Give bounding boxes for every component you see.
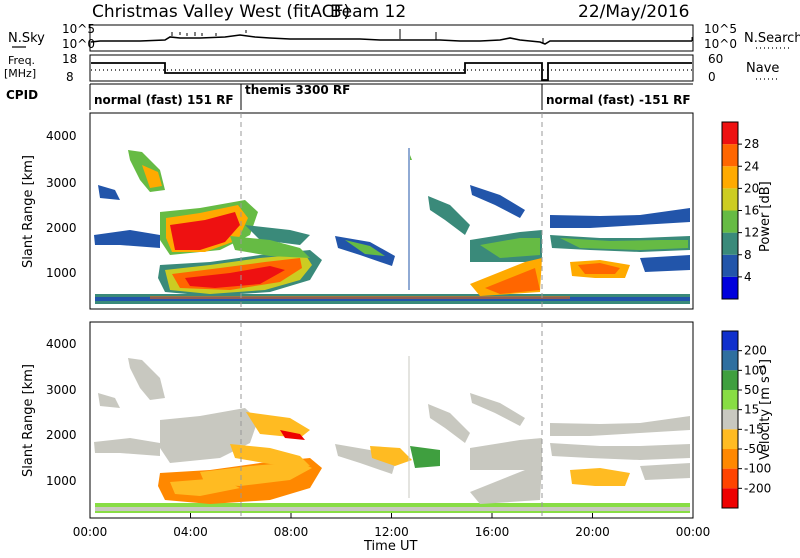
velocity-colorbar-tick-label: -50 xyxy=(744,442,764,456)
freq-ytick-bottom: 8 xyxy=(66,70,74,84)
velocity-colorbar-tick-label: 100 xyxy=(744,363,767,377)
sky-panel-frame xyxy=(89,24,694,52)
power-colorbar-tick-label: 16 xyxy=(744,204,759,218)
sky-ytick-bottom: 10^0 xyxy=(62,37,95,51)
velocity-colorbar-tick-label: 50 xyxy=(744,383,759,397)
power-yaxis: Slant Range [km] 1000 2000 3000 4000 xyxy=(21,129,77,280)
freq-label-line1: Freq. xyxy=(8,54,35,67)
velocity-colorbar-segment xyxy=(722,468,738,489)
power-colorbar-segment xyxy=(722,144,738,167)
time-axis-label: Time UT xyxy=(363,539,417,554)
power-colorbar-tick-label: 28 xyxy=(744,137,759,151)
power-colorbar-segment xyxy=(722,122,738,145)
sky-ytick-bottom-right: 10^0 xyxy=(704,37,737,51)
freq-ytick-top: 18 xyxy=(62,52,77,66)
time-axis-tick-label: 08:00 xyxy=(274,525,309,539)
velocity-colorbar-tick-label: -15 xyxy=(744,422,764,436)
power-colorbar-label: Power [dB] xyxy=(758,181,773,252)
time-axis-tick-label: 04:00 xyxy=(173,525,208,539)
velocity-ytick-4000: 4000 xyxy=(46,337,77,351)
plot-title: Christmas Valley West (fitACF) xyxy=(92,2,350,22)
nave-ytick-top: 60 xyxy=(708,52,723,66)
freq-panel-frame xyxy=(89,54,694,82)
cpid-mode-3: normal (fast) -151 RF xyxy=(546,93,691,107)
time-axis-tick-label: 20:00 xyxy=(575,525,610,539)
power-colorbar-segment xyxy=(722,276,738,299)
power-colorbar-tick-label: 8 xyxy=(744,248,752,262)
power-colorbar-tick-label: 20 xyxy=(744,181,759,195)
nsky-label: N.Sky xyxy=(8,31,45,46)
power-panel-frame xyxy=(89,112,694,310)
freq-label-line2: [MHz] xyxy=(4,67,36,80)
sky-panel: N.Sky 10^5 10^0 10^5 10^0 N.Search xyxy=(8,22,800,52)
velocity-colorbar-tick-label: -100 xyxy=(744,462,771,476)
velocity-colorbar-segment xyxy=(722,370,738,390)
velocity-colorbar-segment xyxy=(722,331,738,351)
velocity-colorbar-segment xyxy=(722,390,738,410)
velocity-ytick-1000: 1000 xyxy=(46,474,77,488)
velocity-colorbar-segment xyxy=(722,350,738,371)
sky-ytick-top-right: 10^5 xyxy=(704,22,737,36)
velocity-colorbar-segment xyxy=(722,429,738,449)
power-colorbar-tick-label: 24 xyxy=(744,159,759,173)
velocity-colorbar-segment xyxy=(722,488,738,508)
velocity-colorbar-tick-label: -200 xyxy=(744,481,771,495)
power-colorbar-segment xyxy=(722,254,738,277)
sky-ytick-top: 10^5 xyxy=(62,22,95,36)
power-colorbar-tick-label: 4 xyxy=(744,270,752,284)
power-ytick-4000: 4000 xyxy=(46,129,77,143)
nsky-spikes xyxy=(171,29,693,44)
time-axis-tick-label: 12:00 xyxy=(374,525,409,539)
velocity-ytick-3000: 3000 xyxy=(46,383,77,397)
power-ytick-1000: 1000 xyxy=(46,266,77,280)
time-axis-tick-label: 16:00 xyxy=(475,525,510,539)
date-label: 22/May/2016 xyxy=(578,2,690,22)
power-colorbar: 4 8 12 16 20 24 28 Power [dB] xyxy=(721,121,773,300)
time-axis-tick-label: 00:00 xyxy=(73,525,108,539)
power-colorbar-segment xyxy=(722,188,738,211)
power-heatmap xyxy=(94,148,690,304)
power-ytick-3000: 3000 xyxy=(46,176,77,190)
cpid-mode-2: themis 3300 RF xyxy=(245,83,350,97)
freq-panel: Freq. [MHz] 18 8 60 0 Nave xyxy=(4,52,779,84)
velocity-colorbar-segment xyxy=(722,409,738,430)
power-colorbar-segment xyxy=(722,166,738,189)
velocity-colorbar: 200 100 50 15 -15 -50 -100 -200 Velocity [m s⁻¹… xyxy=(721,330,773,509)
velocity-colorbar-frame xyxy=(721,330,739,509)
power-colorbar-segment xyxy=(722,210,738,233)
velocity-ylabel: Slant Range [km] xyxy=(21,364,36,477)
beam-label: Beam 12 xyxy=(330,2,406,22)
velocity-colorbar-tick-label: 15 xyxy=(744,403,759,417)
time-axis: 00:00 04:00 08:00 12:00 16:00 20:00 00:00 xyxy=(73,513,711,539)
velocity-colorbar-label: Velocity [m s⁻¹] xyxy=(758,359,773,460)
velocity-colorbar-tick-label: 200 xyxy=(744,344,767,358)
time-axis-tick-label: 00:00 xyxy=(676,525,711,539)
velocity-colorbar-segment xyxy=(722,449,738,469)
velocity-heatmap xyxy=(94,356,690,513)
nave-label: Nave xyxy=(746,61,779,76)
nsearch-label: N.Search xyxy=(744,31,800,46)
velocity-yaxis: Slant Range [km] 1000 2000 3000 4000 xyxy=(21,337,77,488)
velocity-colorbar-segments xyxy=(722,331,738,508)
power-colorbar-segments xyxy=(722,122,738,299)
nave-ytick-bottom: 0 xyxy=(708,70,716,84)
cpid-mode-1: normal (fast) 151 RF xyxy=(94,93,234,107)
power-ytick-2000: 2000 xyxy=(46,221,77,235)
power-colorbar-segment xyxy=(722,232,738,255)
power-ylabel: Slant Range [km] xyxy=(21,155,36,268)
power-panel: Slant Range [km] 1000 2000 3000 4000 4 8 1… xyxy=(21,112,773,310)
velocity-ytick-2000: 2000 xyxy=(46,428,77,442)
nsky-trace xyxy=(90,34,692,45)
power-colorbar-tick-label: 12 xyxy=(744,226,759,240)
freq-trace xyxy=(91,62,692,81)
cpid-panel: CPID normal (fast) 151 RF themis 3300 RF… xyxy=(6,83,693,110)
cpid-label: CPID xyxy=(6,88,38,102)
velocity-panel: Slant Range [km] 1000 2000 3000 4000 200… xyxy=(21,321,773,554)
